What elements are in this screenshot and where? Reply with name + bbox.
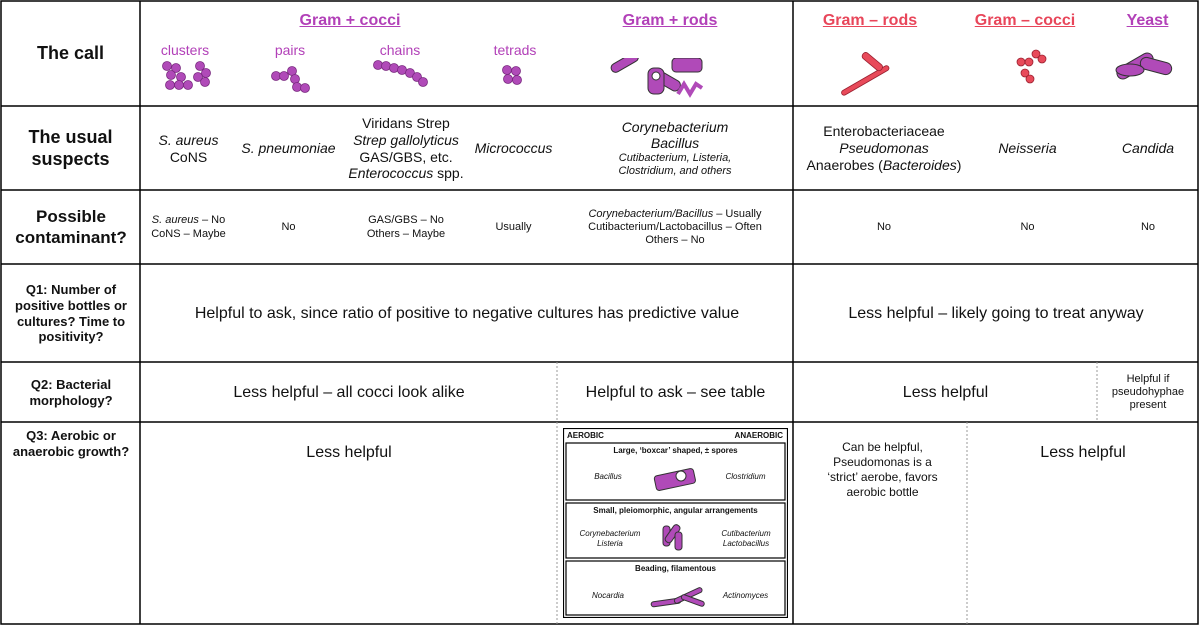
mini-row2-right: Cutibacterium Lactobacillus: [721, 529, 771, 549]
contaminant-tetrads: Usually: [495, 220, 532, 233]
suspects-clusters: S. aureus CoNS: [158, 131, 219, 165]
contaminant-rods: Corynebacterium/Bacillus – Usually Cutib…: [588, 207, 762, 247]
group-gram-neg-rods: Gram – rods: [822, 12, 918, 29]
row-header-usual-suspects: The usual suspects: [28, 126, 113, 169]
contaminant-clusters: S. aureus – No CoNS – Maybe: [151, 214, 226, 240]
suspects-gneg-rods: Enterobacteriaceae Pseudomonas Anaerobes…: [806, 123, 962, 173]
suspects-yeast: Candida: [1121, 140, 1175, 157]
mini-row1-right: Clostridium: [725, 472, 766, 481]
gram-neg-cocci-icon: [1016, 49, 1047, 84]
row-header-q2: Q2: Bacterial morphology?: [29, 376, 113, 408]
q3-cocci: Less helpful: [306, 444, 392, 461]
clusters-icon: [162, 61, 211, 90]
mini-row2-title: Small, pleiomorphic, angular arrangement…: [593, 506, 758, 515]
subgroup-chains: chains: [379, 42, 421, 58]
mini-row2-left: Corynebacterium Listeria: [579, 529, 641, 549]
suspects-tetrads: Micrococcus: [474, 140, 553, 157]
suspects-chains: Viridans Strep Strep gallolyticus GAS/GB…: [348, 114, 464, 182]
suspects-gneg-cocci: Neisseria: [998, 140, 1057, 157]
group-gram-pos-cocci: Gram + cocci: [299, 12, 401, 29]
mini-aerobic-header: AEROBIC: [567, 431, 604, 440]
mini-row1-title: Large, ‘boxcar’ shaped, ± spores: [613, 446, 738, 455]
mini-table-grid: [563, 428, 788, 618]
pairs-icon: [271, 66, 310, 93]
q2-cocci: Less helpful – all cocci look alike: [233, 383, 465, 401]
aerobic-anaerobic-table: AEROBIC ANAEROBIC Large, ‘boxcar’ shaped…: [563, 428, 788, 618]
q3-rest: Less helpful: [1040, 444, 1126, 461]
chains-icon: [373, 60, 428, 87]
group-gram-neg-cocci: Gram – cocci: [974, 12, 1076, 29]
contaminant-yeast: No: [1140, 220, 1156, 233]
q2-rods: Helpful to ask – see table: [585, 383, 766, 401]
mini-row1-left: Bacillus: [594, 472, 622, 481]
group-yeast: Yeast: [1126, 12, 1169, 29]
tetrads-icon: [502, 65, 522, 85]
q1-gram-pos: Helpful to ask, since ratio of positive …: [194, 304, 740, 322]
subgroup-pairs: pairs: [274, 42, 306, 58]
q2-gneg: Less helpful: [902, 383, 989, 401]
row-header-q1: Q1: Number of positive bottles or cultur…: [15, 282, 127, 345]
mini-anaerobic-header: ANAEROBIC: [734, 431, 783, 440]
subgroup-tetrads: tetrads: [493, 42, 537, 58]
row-header-the-call: The call: [36, 43, 105, 64]
mini-row3-right: Actinomyces: [722, 591, 769, 600]
rods-icon: [610, 58, 704, 98]
contaminant-gneg-rods: No: [876, 220, 892, 233]
row-header-contaminant: Possible contaminant?: [15, 207, 127, 247]
mini-row3-left: Nocardia: [591, 591, 624, 600]
gneg-yeast-illustrations: [841, 49, 1173, 96]
contaminant-pairs: No: [281, 220, 296, 233]
subgroup-clusters: clusters: [160, 42, 210, 58]
q1-gram-neg: Less helpful – likely going to treat any…: [848, 304, 1144, 322]
row-header-q3: Q3: Aerobic or anaerobic growth?: [12, 428, 130, 459]
suspects-rods: Corynebacterium Bacillus Cutibacterium, …: [618, 118, 732, 178]
group-gram-pos-rods: Gram + rods: [622, 12, 718, 29]
contaminant-gneg-cocci: No: [1020, 220, 1035, 233]
q3-gneg-rods: Can be helpful, Pseudomonas is a ‘strict…: [827, 440, 938, 499]
organism-illustrations: [162, 58, 704, 98]
gram-neg-rods-icon: [841, 52, 890, 96]
q2-yeast: Helpful if pseudohyphae present: [1111, 372, 1185, 412]
yeast-icon: [1115, 52, 1173, 80]
suspects-pairs: S. pneumoniae: [241, 140, 336, 157]
mini-row3-title: Beading, filamentous: [635, 564, 716, 573]
contaminant-chains: GAS/GBS – No Others – Maybe: [366, 214, 446, 240]
